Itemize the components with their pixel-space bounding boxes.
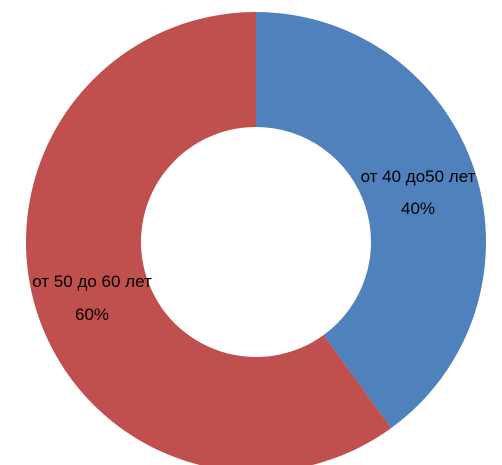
chart-slices — [26, 12, 486, 465]
slice-category-label-1: от 40 до50 лет — [361, 167, 476, 186]
donut-slice-1 — [256, 12, 486, 429]
slice-category-label-2: от 50 до 60 лет — [32, 272, 152, 291]
slice-percent-label-2: 60% — [75, 305, 109, 324]
slice-percent-label-1: 40% — [401, 199, 435, 218]
donut-slice-2 — [26, 12, 392, 465]
chart-labels: от 40 до50 лет 40% от 50 до 60 лет 60% — [32, 167, 475, 324]
